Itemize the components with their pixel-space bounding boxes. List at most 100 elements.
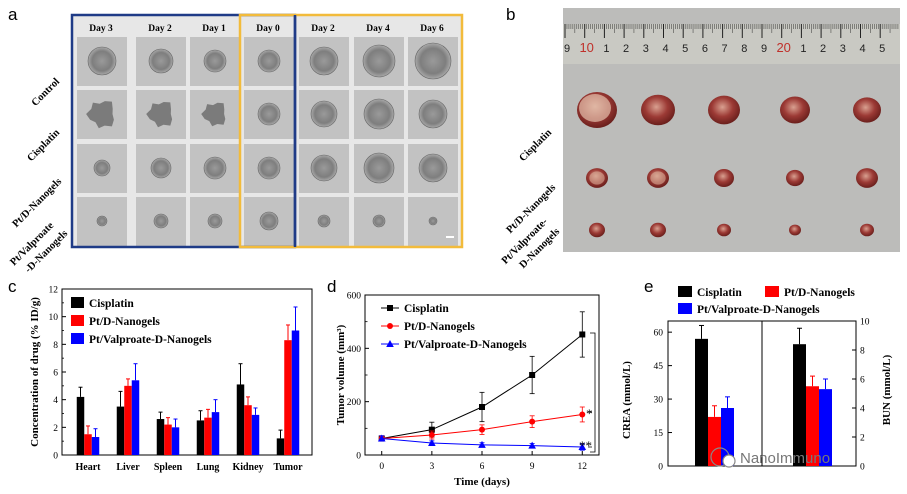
spheroid xyxy=(362,44,396,78)
spheroid xyxy=(372,214,386,228)
tumor-sample xyxy=(708,95,740,125)
panel-b: b 9 10 1 2 3 4 5 6 7 8 9 20 1 2 3 4 5 Cisplatin Pt/D-Nan… xyxy=(500,5,900,271)
ruler-number-16: 5 xyxy=(879,43,885,55)
e-right-ytick-label-4: 8 xyxy=(860,347,865,357)
spheroid xyxy=(428,216,438,226)
spheroid xyxy=(257,102,281,126)
c-bar-pt-d-nanogels-spleen xyxy=(164,424,172,455)
e-legend-label-pt-d-nanogels: Pt/D-Nanogels xyxy=(784,287,855,299)
ruler-number-4: 3 xyxy=(643,43,649,55)
c-legend-label-pt-valproate-d-nanogels: Pt/Valproate-D-Nanogels xyxy=(89,334,212,346)
e-left-ytick-label-0: 0 xyxy=(658,463,663,473)
panel-c: c Concentration of drug (% ID/g) 0 2 4 6 8 10… xyxy=(8,277,313,473)
wechat-icon-small xyxy=(722,454,736,468)
spheroid xyxy=(96,215,108,227)
treat-box xyxy=(238,13,464,249)
d-point-pt-d-nanogels-12 xyxy=(579,411,586,418)
spheroid xyxy=(207,213,223,229)
ruler-number-3: 2 xyxy=(623,43,629,55)
ruler-number-2: 1 xyxy=(603,43,609,55)
d-xtick-label-3: 9 xyxy=(530,462,535,472)
ruler-number-8: 7 xyxy=(722,43,728,55)
spheroid xyxy=(418,153,448,183)
c-category-heart: Heart xyxy=(76,462,102,473)
e-right-ytick-label-1: 2 xyxy=(860,434,865,444)
c-legend-swatch-pt-d-nanogels xyxy=(71,315,84,326)
tumor-highlight xyxy=(589,171,605,185)
panel-a-label: a xyxy=(8,5,18,24)
sig-bracket-ticks xyxy=(588,411,592,448)
day-label-2: Day 1 xyxy=(202,24,226,34)
spheroid-grid xyxy=(77,37,458,246)
c-ytick-label-4: 8 xyxy=(53,341,58,351)
e-left-ytick-label-1: 15 xyxy=(654,429,664,439)
ruler-number-6: 5 xyxy=(682,43,688,55)
d-legend-marker-pt-d-nanogels xyxy=(387,323,393,329)
spheroid xyxy=(317,214,331,228)
tumor-sample xyxy=(717,223,731,237)
c-bar-pt-d-nanogels-kidney xyxy=(244,405,252,455)
d-point-pt-d-nanogels-9 xyxy=(529,418,536,425)
c-legend-label-pt-d-nanogels: Pt/D-Nanogels xyxy=(89,316,160,328)
d-point-cisplatin-12 xyxy=(579,331,586,338)
spheroid xyxy=(257,49,281,73)
tumor-sample xyxy=(789,224,801,236)
ruler-number-12: 1 xyxy=(800,43,806,55)
ruler-number-10: 9 xyxy=(761,43,767,55)
ruler-number-0: 9 xyxy=(564,43,570,55)
e-bar-bun-pt-valproate-d-nanogels xyxy=(819,389,832,466)
e-bar-crea-pt-d-nanogels xyxy=(708,416,721,466)
c-legend-swatch-pt-valproate-d-nanogels xyxy=(71,333,84,344)
c-category-kidney: Kidney xyxy=(232,462,263,473)
tumor-sample xyxy=(860,223,874,237)
b-row-label-cisplatin: Cisplatin xyxy=(517,127,554,164)
d-x-axis-label: Time (days) xyxy=(454,476,510,488)
panel-e: e CREA (mmol/L) BUN (mmol/L) 0 15 30 45 60 0 2… xyxy=(621,277,893,473)
tumor-photos xyxy=(577,92,881,238)
e-right-axis-label: BUN (mmol/L) xyxy=(881,354,893,425)
spheroid xyxy=(414,42,452,80)
c-ytick-label-2: 4 xyxy=(53,396,58,406)
d-legend-marker-pt-valproate-d-nanogels xyxy=(386,340,394,347)
d-xtick-label-4: 12 xyxy=(578,462,588,472)
ruler-number-9: 8 xyxy=(741,43,747,55)
c-bar-cisplatin-spleen xyxy=(156,419,165,455)
ruler-number-1: 10 xyxy=(579,40,593,55)
c-bar-pt-valproate-d-nanogels-kidney xyxy=(251,414,260,455)
c-bar-cisplatin-liver xyxy=(116,406,125,455)
spheroid xyxy=(203,49,227,73)
d-ytick-label-3: 600 xyxy=(347,292,362,302)
day-label-5: Day 4 xyxy=(366,24,390,34)
tumor-highlight xyxy=(650,171,666,185)
c-bar-cisplatin-heart xyxy=(76,396,85,455)
e-right-ytick-label-3: 6 xyxy=(860,376,865,386)
panel-a: a Day 3 Day 2 Day 1 Day 0 Day 2 Day 4 Day 6 Co… xyxy=(8,5,464,275)
tumor-sample xyxy=(589,222,605,238)
c-plot-frame xyxy=(61,288,313,456)
spheroid xyxy=(363,98,395,130)
ruler xyxy=(563,24,900,64)
c-bar-cisplatin-kidney xyxy=(236,384,245,455)
c-bar-pt-d-nanogels-heart xyxy=(84,434,92,455)
sig-blue: ** xyxy=(579,438,592,453)
c-category-liver: Liver xyxy=(116,462,140,473)
day-label-1: Day 2 xyxy=(148,24,172,34)
sig-red: * xyxy=(586,406,593,421)
d-ytick-label-0: 0 xyxy=(356,452,361,462)
c-y-axis-label: Concentration of drug (% ID/g) xyxy=(29,297,41,447)
e-left-ytick-label-3: 45 xyxy=(654,362,664,372)
ruler-ticks: 9 10 1 2 3 4 5 6 7 8 9 20 1 2 3 4 5 xyxy=(564,24,899,55)
ruler-number-7: 6 xyxy=(702,43,708,55)
e-bar-bun-cisplatin xyxy=(793,344,806,466)
panel-e-label: e xyxy=(644,277,653,296)
e-legend-swatch-cisplatin xyxy=(678,286,692,297)
scale-bar xyxy=(446,236,454,238)
e-bar-crea-cisplatin xyxy=(695,338,708,466)
e-right-ytick-label-0: 0 xyxy=(860,463,865,473)
day-label-6: Day 6 xyxy=(420,24,444,34)
d-xtick-label-2: 6 xyxy=(480,462,485,472)
spheroid xyxy=(201,102,226,127)
d-xtick-label-0: 0 xyxy=(379,462,384,472)
spheroid xyxy=(309,46,339,76)
